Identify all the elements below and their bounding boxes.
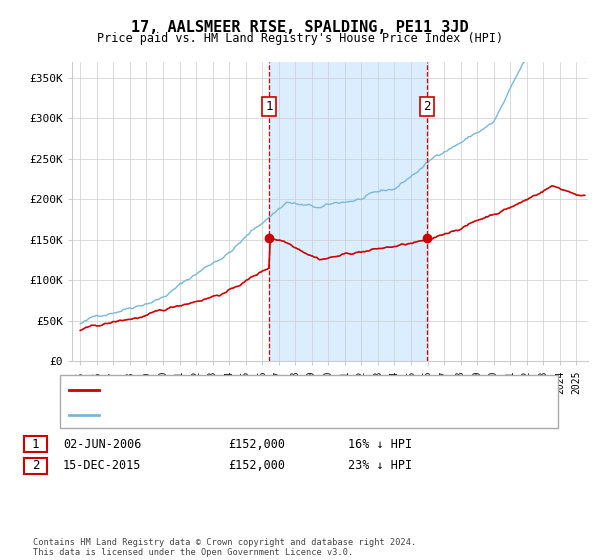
Text: 1: 1 (32, 437, 39, 451)
Bar (269, 62, 427, 361)
Text: 2: 2 (423, 100, 431, 113)
Text: £152,000: £152,000 (228, 459, 285, 473)
Text: 17, AALSMEER RISE, SPALDING, PE11 3JD (detached house): 17, AALSMEER RISE, SPALDING, PE11 3JD (d… (105, 385, 456, 395)
Text: Contains HM Land Registry data © Crown copyright and database right 2024.
This d: Contains HM Land Registry data © Crown c… (33, 538, 416, 557)
Text: HPI: Average price, detached house, South Holland: HPI: Average price, detached house, Sout… (105, 410, 424, 420)
Text: Price paid vs. HM Land Registry's House Price Index (HPI): Price paid vs. HM Land Registry's House … (97, 32, 503, 45)
Text: 15-DEC-2015: 15-DEC-2015 (63, 459, 142, 473)
Text: 2: 2 (32, 459, 39, 473)
Text: 23% ↓ HPI: 23% ↓ HPI (348, 459, 412, 473)
Text: 02-JUN-2006: 02-JUN-2006 (63, 437, 142, 451)
Text: 16% ↓ HPI: 16% ↓ HPI (348, 437, 412, 451)
Text: £152,000: £152,000 (228, 437, 285, 451)
Text: 17, AALSMEER RISE, SPALDING, PE11 3JD: 17, AALSMEER RISE, SPALDING, PE11 3JD (131, 20, 469, 35)
Text: 1: 1 (265, 100, 273, 113)
